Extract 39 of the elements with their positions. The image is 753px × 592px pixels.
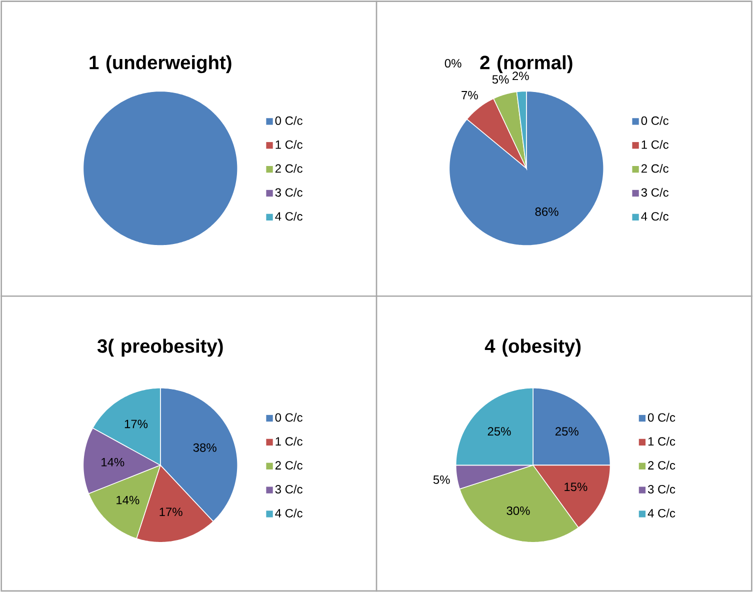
legend-label: 2 C/c (275, 460, 302, 470)
data-label: 17% (124, 420, 148, 428)
data-label: 25% (555, 426, 578, 436)
legend-label: 4 C/c (275, 212, 302, 220)
data-label: 86% (535, 207, 558, 216)
data-label: 2% (512, 72, 529, 80)
legend-label: 3 C/c (275, 188, 302, 197)
data-label: 5% (433, 475, 450, 484)
legend-label: 0 C/c (641, 116, 668, 125)
legend-label: 4 C/c (641, 212, 668, 220)
data-label: 30% (506, 506, 530, 515)
data-label: 14% (102, 458, 124, 466)
legend-label: 3 C/c (275, 484, 302, 494)
legend-label: 1 C/c (276, 436, 302, 446)
legend-label: 3 C/c (641, 188, 668, 197)
data-label: 14% (116, 496, 140, 504)
chart-title: 3( preobesity) (97, 338, 223, 357)
legend-label: 2 C/c (648, 460, 676, 470)
data-label: 5% (492, 75, 509, 84)
text: 0% (444, 58, 462, 68)
data-label: 25% (488, 426, 511, 436)
data-label: 38% (193, 443, 216, 452)
legend-label: 0 C/c (275, 116, 302, 125)
legend-label: 1 C/c (642, 140, 668, 149)
legend-label: 0 C/c (275, 412, 302, 422)
legend-label: 2 C/c (275, 164, 302, 173)
data-label: 7% (462, 90, 478, 100)
legend-label: 3 C/c (648, 484, 676, 494)
legend-label: 4 C/c (275, 508, 302, 518)
legend-label: 1 C/c (276, 140, 302, 149)
chart-title: 1 (underweight) (90, 55, 232, 74)
data-label: 17% (160, 508, 182, 516)
legend-label: 2 C/c (641, 164, 668, 173)
data-label: 15% (564, 482, 588, 491)
legend-label: 0 C/c (648, 412, 676, 422)
chart-title: 4 (obesity) (484, 338, 581, 357)
legend-label: 4 C/c (648, 508, 676, 518)
chart-title: 2 (normal) (480, 55, 572, 74)
legend-label: 1 C/c (648, 436, 676, 446)
